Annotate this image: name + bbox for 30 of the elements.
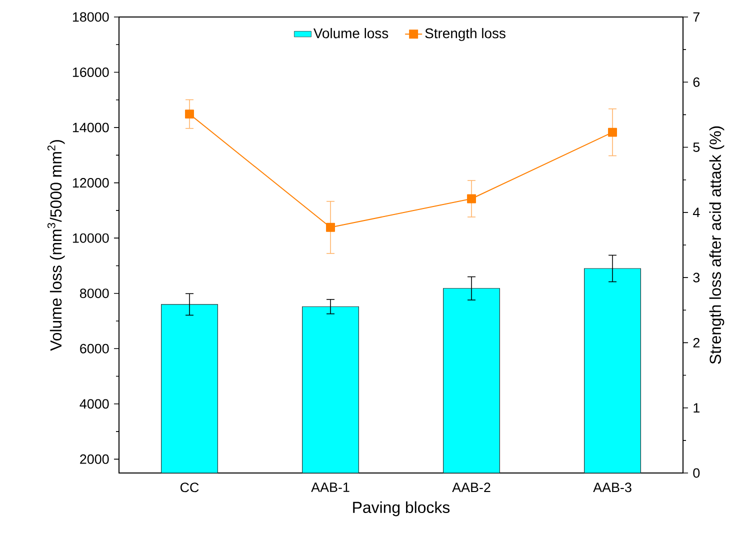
y-tick-label: 14000 bbox=[72, 122, 109, 132]
y-tick-label: 2000 bbox=[80, 454, 109, 464]
point bbox=[185, 110, 194, 119]
y-tick-label: 18000 bbox=[72, 12, 109, 22]
y2-tick-label: 2 bbox=[693, 338, 700, 348]
y-tick-label: 4000 bbox=[80, 399, 109, 409]
x-tick-label: AAB-2 bbox=[452, 482, 490, 492]
y2-tick-label: 7 bbox=[693, 12, 700, 22]
y2-tick-label: 6 bbox=[693, 77, 700, 87]
point bbox=[467, 194, 476, 204]
x-tick-label: AAB-1 bbox=[311, 482, 350, 492]
y2-axis-title: Strength loss after acid attack (%) bbox=[709, 126, 724, 364]
y-tick-label: 8000 bbox=[80, 288, 109, 298]
legend-label: Strength loss bbox=[425, 28, 506, 42]
x-tick-label: AAB-3 bbox=[593, 482, 632, 492]
y2-tick-label: 0 bbox=[693, 468, 700, 478]
y-axis-title: Volume loss (mm$^{3}$/5000 mm$^{2}$) bbox=[47, 140, 65, 351]
legend-label: Volume loss bbox=[313, 28, 388, 38]
y-tick-label: 12000 bbox=[72, 178, 109, 188]
y-tick-label: 10000 bbox=[72, 233, 109, 243]
point bbox=[608, 128, 617, 137]
x-tick-label: CC bbox=[180, 482, 199, 492]
x-axis-title: Paving blocks bbox=[353, 501, 450, 516]
y2-tick-label: 5 bbox=[693, 142, 700, 152]
y2-tick-label: 4 bbox=[692, 208, 700, 218]
y2-tick-label: 3 bbox=[693, 272, 700, 282]
y-tick-label: 16000 bbox=[72, 68, 109, 78]
y2-tick-label: 1 bbox=[694, 403, 700, 412]
y-tick-label: 6000 bbox=[80, 344, 109, 354]
point bbox=[326, 222, 335, 232]
